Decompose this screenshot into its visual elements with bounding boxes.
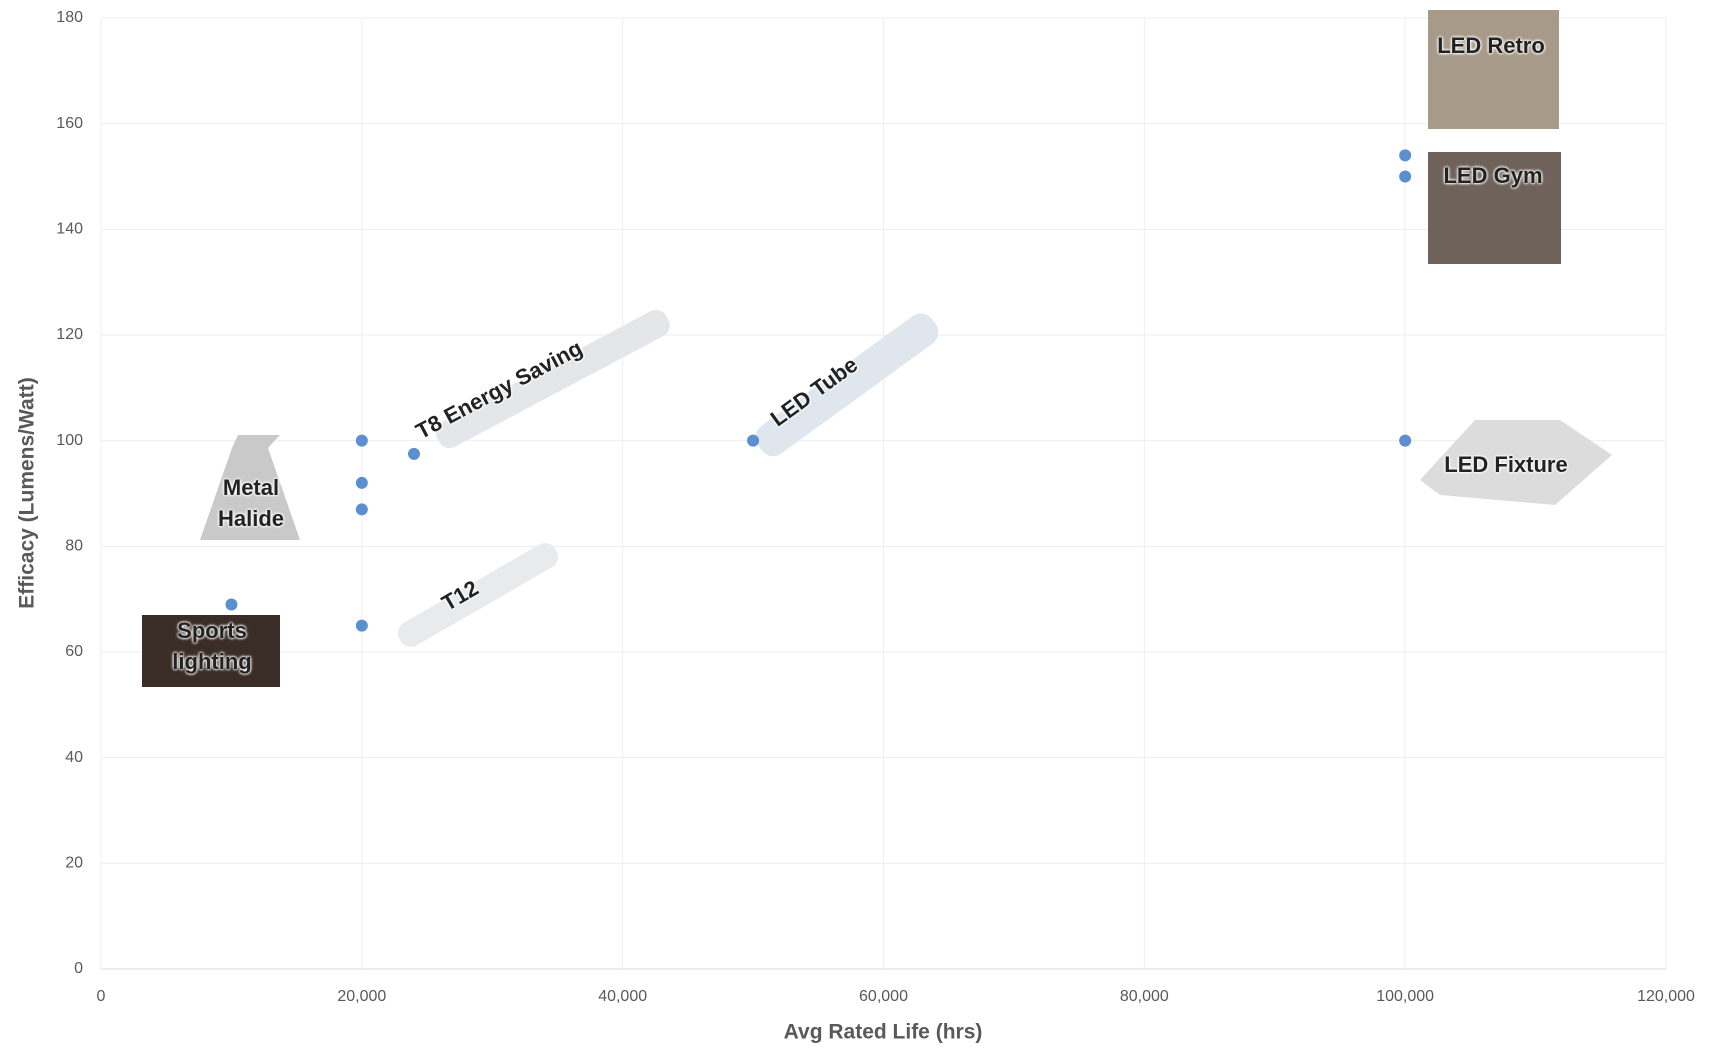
point <box>355 503 368 516</box>
illustration <box>200 435 300 540</box>
x-tick-label: 20,000 <box>337 988 386 1005</box>
y-tick-label: 160 <box>56 115 83 132</box>
point <box>747 434 760 447</box>
point <box>1399 170 1412 183</box>
annotation: LED Gym <box>1443 162 1543 188</box>
point <box>355 476 368 489</box>
point <box>355 619 368 632</box>
x-tick-label: 80,000 <box>1120 988 1169 1005</box>
illustration <box>1420 420 1612 505</box>
annotation: LED Fixture <box>1444 451 1568 477</box>
annotation: Sports lighting <box>172 618 252 674</box>
x-tick-label: 60,000 <box>859 988 908 1005</box>
illustration <box>397 543 558 647</box>
point <box>1399 149 1412 162</box>
y-tick-label: 140 <box>56 221 83 238</box>
illustration <box>142 615 280 687</box>
y-axis-title: Efficacy (Lumens/Watt) <box>16 377 39 608</box>
annotation: LED Retro <box>1437 32 1545 58</box>
y-tick-label: 60 <box>65 643 83 660</box>
y-tick-label: 40 <box>65 749 83 766</box>
y-tick-label: 180 <box>56 9 83 26</box>
illustration <box>435 309 670 449</box>
y-tick-label: 120 <box>56 326 83 343</box>
illustration <box>1428 152 1561 264</box>
y-tick-label: 100 <box>56 432 83 449</box>
annotation: Metal Halide <box>217 475 285 531</box>
point <box>1399 434 1412 447</box>
y-tick-label: 0 <box>74 960 83 977</box>
illustration <box>755 313 939 457</box>
x-axis-title: Avg Rated Life (hrs) <box>784 1021 983 1044</box>
point <box>408 447 420 460</box>
point <box>225 598 238 611</box>
x-tick-label: 120,000 <box>1637 988 1695 1005</box>
x-tick-label: 40,000 <box>598 988 647 1005</box>
illustration <box>1428 10 1559 129</box>
x-tick-label: 100,000 <box>1376 988 1434 1005</box>
y-tick-label: 20 <box>65 855 83 872</box>
x-tick-label: 0 <box>97 988 106 1005</box>
y-tick-label: 80 <box>65 538 83 555</box>
point <box>355 434 368 447</box>
